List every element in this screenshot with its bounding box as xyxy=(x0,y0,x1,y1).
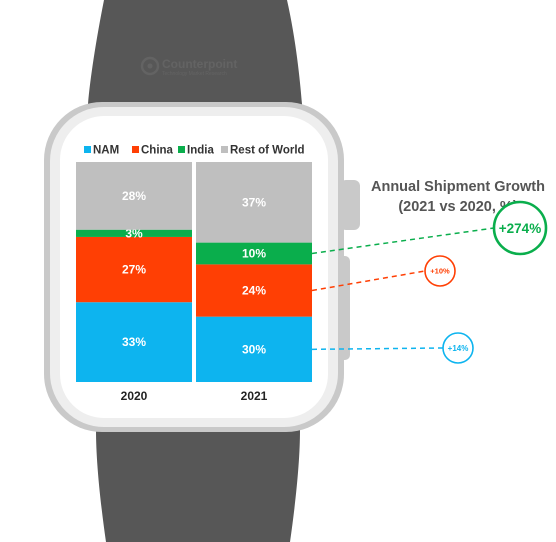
brand-logo-dot xyxy=(147,63,153,69)
callout-bubble-china xyxy=(424,255,456,287)
chart-bars: 33% 27% 3% 28% 30% 24% 10% 37% xyxy=(76,162,312,382)
callout-leader-nam xyxy=(311,347,444,351)
bar-rest-of-world-2021 xyxy=(196,162,312,243)
data-label-india-2021: 10% xyxy=(242,246,266,260)
x-axis-labels: 2020 2021 xyxy=(121,389,268,403)
bar-china-2021 xyxy=(196,264,312,317)
data-label-india-2020: 3% xyxy=(125,226,143,240)
digital-crown xyxy=(340,180,360,230)
legend-label-nam: NAM xyxy=(93,145,119,157)
callout-label-india: +274% xyxy=(499,221,541,236)
brand-tagline: Technology Market Research xyxy=(162,71,227,77)
callout-bubble-nam xyxy=(442,332,474,364)
data-label-rest-of-world-2021: 37% xyxy=(242,195,266,209)
callout-leader-india xyxy=(311,227,495,255)
brand-logo-icon xyxy=(140,56,160,76)
data-label-nam-2020: 33% xyxy=(122,335,146,349)
data-label-china-2021: 24% xyxy=(242,284,266,298)
brand-logo: Counterpoint Technology Market Research xyxy=(140,56,237,77)
side-title-line1: Annual Shipment Growth xyxy=(371,179,545,195)
bar-india-2021 xyxy=(196,242,312,265)
legend-label-china: China xyxy=(141,145,174,157)
legend-label-india: India xyxy=(187,145,214,157)
brand-name: Counterpoint xyxy=(162,57,237,71)
chart-legend: NAM China India Rest of World xyxy=(84,145,305,157)
data-label-rest-of-world-2020: 28% xyxy=(122,189,146,203)
legend-swatch-rest-of-world xyxy=(221,146,228,153)
callout-leader-china xyxy=(311,270,426,292)
x-tick-label-2021: 2021 xyxy=(241,389,268,403)
bar-rest-of-world-2020 xyxy=(76,162,192,230)
bar-china-2020 xyxy=(76,236,192,303)
bar-india-2020 xyxy=(76,229,192,237)
data-label-china-2020: 27% xyxy=(122,263,146,277)
bar-nam-2021 xyxy=(196,316,312,382)
side-title-line2: (2021 vs 2020, %) xyxy=(398,199,517,215)
growth-callouts: +274% +10% +14% xyxy=(311,200,548,364)
x-tick-label-2020: 2020 xyxy=(121,389,148,403)
callout-label-china: +10% xyxy=(430,267,450,276)
callout-label-nam: +14% xyxy=(448,344,469,353)
legend-swatch-nam xyxy=(84,146,91,153)
legend-swatch-china xyxy=(132,146,139,153)
legend-swatch-india xyxy=(178,146,185,153)
bar-nam-2020 xyxy=(76,302,192,382)
data-label-nam-2021: 30% xyxy=(242,342,266,356)
legend-label-rest-of-world: Rest of World xyxy=(230,145,305,157)
callout-bubble-india xyxy=(492,200,548,256)
